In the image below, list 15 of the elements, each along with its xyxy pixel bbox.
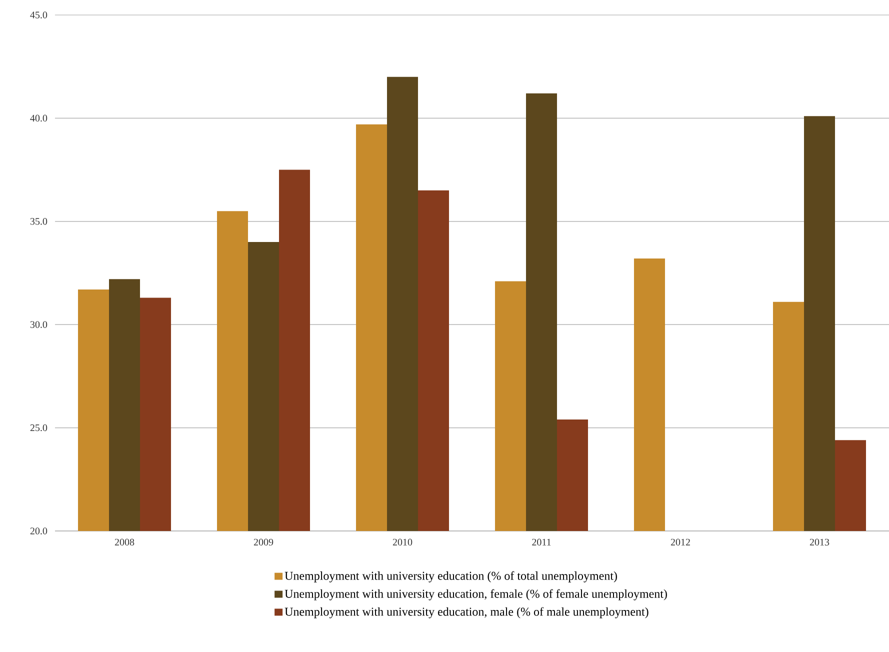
y-tick-label: 25.0 xyxy=(30,424,48,432)
x-tick-label: 2009 xyxy=(254,538,274,546)
x-tick-label: 2011 xyxy=(532,538,551,546)
y-tick-label: 30.0 xyxy=(30,321,48,328)
legend-label: Unemployment with university education, male (% of male unemployment) xyxy=(284,607,648,618)
legend-label: Unemployment with university education (% of total unemployment) xyxy=(284,571,617,582)
y-tick-label: 35.0 xyxy=(30,218,48,225)
legend-label: Unemployment with university education, female (% of female unemployment) xyxy=(284,589,667,600)
y-tick-label: 40.0 xyxy=(30,114,48,122)
x-tick-label: 2012 xyxy=(670,538,690,546)
x-tick-label: 2013 xyxy=(810,538,830,546)
y-tick-label: 20.0 xyxy=(30,528,48,534)
y-tick-label: 45.0 xyxy=(30,12,48,18)
x-tick-label: 2008 xyxy=(114,538,134,546)
x-tick-label: 2010 xyxy=(392,538,412,546)
